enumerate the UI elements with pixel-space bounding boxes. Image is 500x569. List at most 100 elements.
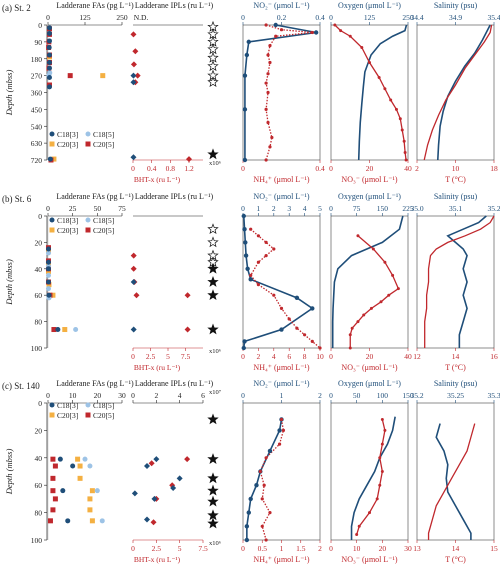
nitrite-point-nh4 <box>272 293 276 297</box>
legend-label: C20[5] <box>93 226 114 235</box>
legend-marker <box>85 412 91 418</box>
sal-bottom-tick-label: 18 <box>490 164 498 173</box>
oxygen-point-no3 <box>380 470 384 473</box>
fas-tick-label: 50 <box>94 204 102 213</box>
star-open-icon <box>207 223 219 235</box>
ipls-title: Ladderane IPLs (ru L⁻¹) <box>135 379 214 388</box>
nitrite-frame <box>242 24 321 161</box>
fas-point-c20-3 <box>51 156 57 162</box>
ipls-point-red <box>130 31 137 38</box>
sal-top-tick-label: 35.25 <box>447 391 464 400</box>
nitrite-bottom-tick-label: 8 <box>303 352 307 361</box>
sal-series-temp <box>424 215 495 348</box>
fas-point-c18-3 <box>46 84 52 90</box>
fas-point-c18-5 <box>73 327 79 333</box>
nitrite-point-nh4 <box>266 120 270 125</box>
oxygen-frame <box>330 24 409 161</box>
star-filled-icon <box>207 495 219 507</box>
fas-tick-label: 0 <box>46 391 50 400</box>
fas-point-c18-3 <box>60 488 66 494</box>
legend-marker <box>49 402 55 408</box>
nitrite-bottom-title: NH₄⁺ (μmol L⁻¹) <box>253 555 309 564</box>
oxygen-point-no3 <box>350 326 354 330</box>
nitrite-series-no2 <box>242 215 314 349</box>
oxygen-bottom-tick-label: 20 <box>379 544 387 553</box>
nitrite-point-no2 <box>244 524 250 529</box>
nitrite-bottom-tick-label: 1.5 <box>296 544 306 553</box>
nitrite-top-tick-label: 2 <box>272 204 276 213</box>
ipls-tick-label: 0.4 <box>147 164 157 173</box>
star-filled-icon <box>207 453 219 465</box>
nitrite-top-tick-label: 4 <box>303 204 307 213</box>
nitrite-point-nh4 <box>287 317 291 321</box>
fas-point-c18-3 <box>45 279 51 285</box>
ipls-point-blue <box>170 484 177 491</box>
ipls-multiplier: x10⁶ <box>209 160 221 167</box>
legend-label: C18[3] <box>57 216 78 225</box>
fas-point-c20-5 <box>52 496 58 502</box>
legend-label: C18[3] <box>57 401 78 410</box>
ipls-tick-label: 5 <box>178 544 182 553</box>
depth-tick-label: 60 <box>35 481 43 490</box>
nitrite-point-nh4 <box>264 81 268 85</box>
legend-label: C18[3] <box>57 130 78 139</box>
depth-axis-label: Depth (mbss) <box>4 259 14 306</box>
sal-bottom-tick-label: 13 <box>413 544 421 553</box>
oxygen-point-no3 <box>403 151 407 154</box>
oxygen-series-o2 <box>331 215 404 348</box>
nitrite-frame <box>242 215 321 349</box>
row-label: (a) St. 2 <box>2 3 31 13</box>
sal-bottom-tick-label: 14 <box>452 352 460 361</box>
fas-point-c20-3 <box>89 488 95 494</box>
oxygen-series-no3 <box>356 419 386 535</box>
sal-top-tick-label: 34.4 <box>410 13 423 22</box>
fas-point-c20-3 <box>75 456 81 462</box>
nitrite-bottom-tick-label: 0.4 <box>315 164 325 173</box>
nitrite-point-no2 <box>242 157 248 163</box>
star-open-icon <box>207 76 219 88</box>
nitrite-point-nh4 <box>264 240 268 244</box>
ipls-point-blue <box>130 79 137 86</box>
star-open-icon <box>207 43 219 55</box>
depth-tick-label: 720 <box>31 156 43 165</box>
oxygen-point-no3 <box>368 511 371 515</box>
oxygen-bottom-title: NO₃⁻ (μmol L⁻¹) <box>341 175 397 184</box>
fas-point-c20-5 <box>47 518 53 524</box>
fas-tick-label: 250 <box>116 13 128 22</box>
oxygen-point-no3 <box>402 139 406 143</box>
nitrite-point-no2 <box>241 213 246 219</box>
nitrite-top-tick-label: 0 <box>241 204 245 213</box>
oxygen-point-no3 <box>391 273 395 277</box>
oxygen-point-no3 <box>357 524 361 528</box>
star-filled-icon <box>207 148 219 160</box>
fas-point-c20-3 <box>87 496 93 502</box>
oxygen-top-tick-label: 150 <box>402 391 414 400</box>
sal-bottom-tick-label: 12 <box>413 352 421 361</box>
fas-point-c18-5 <box>87 463 93 469</box>
star-filled-icon <box>207 413 219 425</box>
star-filled-icon <box>207 323 219 335</box>
oxygen-bottom-title: NO₃⁻ (μmol L⁻¹) <box>341 363 397 372</box>
oxygen-point-no3 <box>394 107 398 111</box>
nitrite-point-no2 <box>244 537 250 543</box>
oxygen-point-no3 <box>333 23 337 27</box>
nitrite-point-nh4 <box>249 273 253 277</box>
oxygen-point-no3 <box>360 46 364 49</box>
legend-marker <box>85 402 91 408</box>
nitrite-point-nh4 <box>303 333 307 337</box>
nitrite-point-no2 <box>254 483 259 488</box>
star-filled-icon <box>207 509 219 521</box>
nitrite-point-nh4 <box>260 524 264 528</box>
nitrite-point-nh4 <box>281 428 286 432</box>
oxygen-point-no3 <box>380 417 384 421</box>
oxygen-point-no3 <box>380 442 384 446</box>
nitrite-point-no2 <box>273 22 278 28</box>
legend-marker <box>85 141 91 147</box>
fas-point-c18-3 <box>46 25 52 31</box>
oxygen-bottom-tick-label: 0 <box>329 352 333 361</box>
oxygen-point-no3 <box>379 300 383 304</box>
nitrite-point-nh4 <box>318 346 322 350</box>
oxygen-top-tick-label: 0 <box>329 391 333 400</box>
ipls-point-blue <box>130 72 137 79</box>
oxygen-point-no3 <box>355 533 359 537</box>
